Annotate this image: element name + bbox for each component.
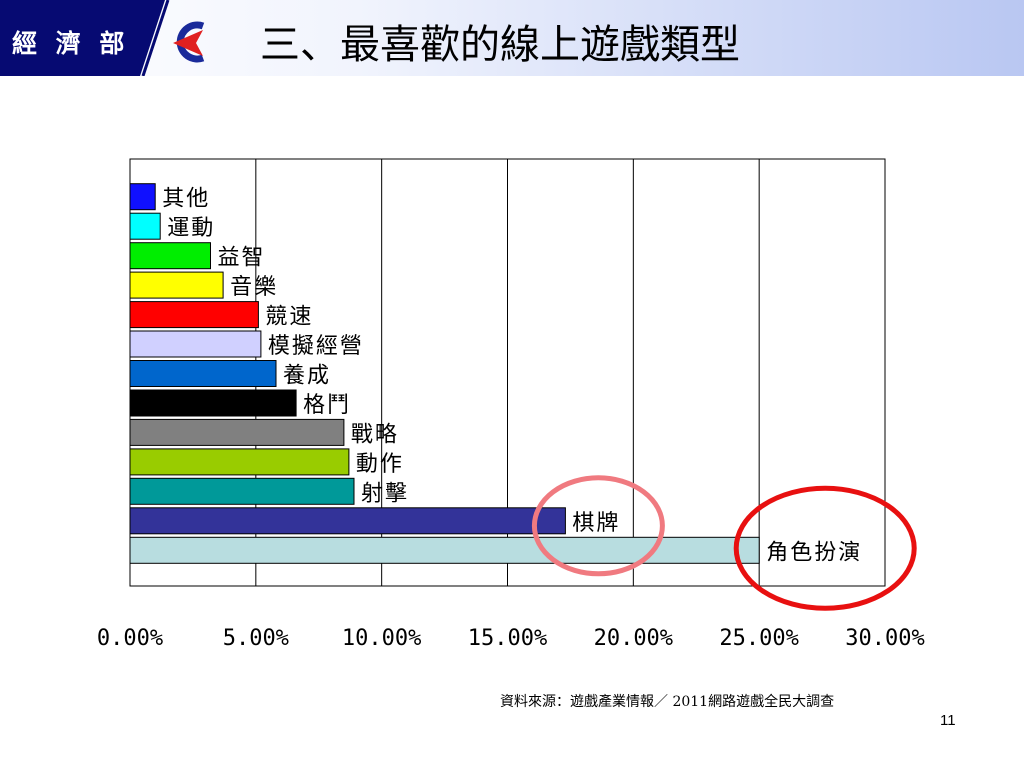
org-banner (0, 0, 165, 76)
x-tick-label: 20.00% (594, 626, 673, 651)
highlight-circle (733, 485, 917, 611)
slide-title: 三、最喜歡的線上遊戲類型 (260, 22, 740, 68)
bar (129, 477, 355, 505)
bar (129, 360, 277, 387)
category-label: 音樂 (230, 275, 278, 300)
category-label: 角色扮演 (766, 540, 862, 565)
category-label: 模擬經營 (268, 334, 364, 359)
bar (129, 212, 161, 240)
category-label: 棋牌 (572, 511, 620, 536)
bar (129, 242, 211, 270)
bar (129, 507, 566, 535)
source-note: 資料來源：遊戲產業情報／ 2011網路遊戲全民大調查 (500, 694, 835, 710)
category-label: 動作 (356, 452, 404, 477)
category-label: 運動 (167, 216, 215, 241)
bar (129, 418, 345, 446)
x-tick-label: 25.00% (719, 626, 798, 651)
banner-edge-line (141, 0, 170, 76)
bar (129, 389, 297, 417)
chart-bars (129, 183, 760, 564)
chart-x-ticks: 0.00% 5.00% 10.00% 15.00% 20.00% 25.00% 30.00% (97, 626, 925, 651)
x-tick-label: 30.00% (845, 626, 924, 651)
category-label: 益智 (218, 246, 266, 271)
x-tick-label: 5.00% (223, 626, 289, 651)
category-label: 其他 (162, 187, 210, 212)
category-label: 養成 (283, 364, 331, 389)
x-tick-label: 15.00% (468, 626, 547, 651)
page-number: 11 (940, 712, 956, 729)
category-label: 競速 (265, 305, 313, 330)
category-label: 格鬥 (303, 393, 351, 418)
category-label: 射擊 (361, 481, 409, 506)
category-label: 戰略 (351, 422, 399, 447)
slide-header: 經 濟 部 三、最喜歡的線上遊戲類型 (0, 0, 1024, 76)
ministry-logo-icon (173, 21, 205, 63)
bar (129, 183, 156, 211)
highlight-circle (531, 475, 665, 577)
header-graphic (0, 0, 205, 76)
highlight-circles (531, 475, 917, 611)
org-label: 經 濟 部 (12, 29, 130, 58)
bar (129, 271, 224, 299)
bar (129, 448, 350, 476)
x-tick-label: 10.00% (342, 626, 421, 651)
bar (129, 330, 262, 358)
x-tick-label: 0.00% (97, 626, 163, 651)
bar (129, 301, 259, 329)
bar (129, 536, 760, 564)
